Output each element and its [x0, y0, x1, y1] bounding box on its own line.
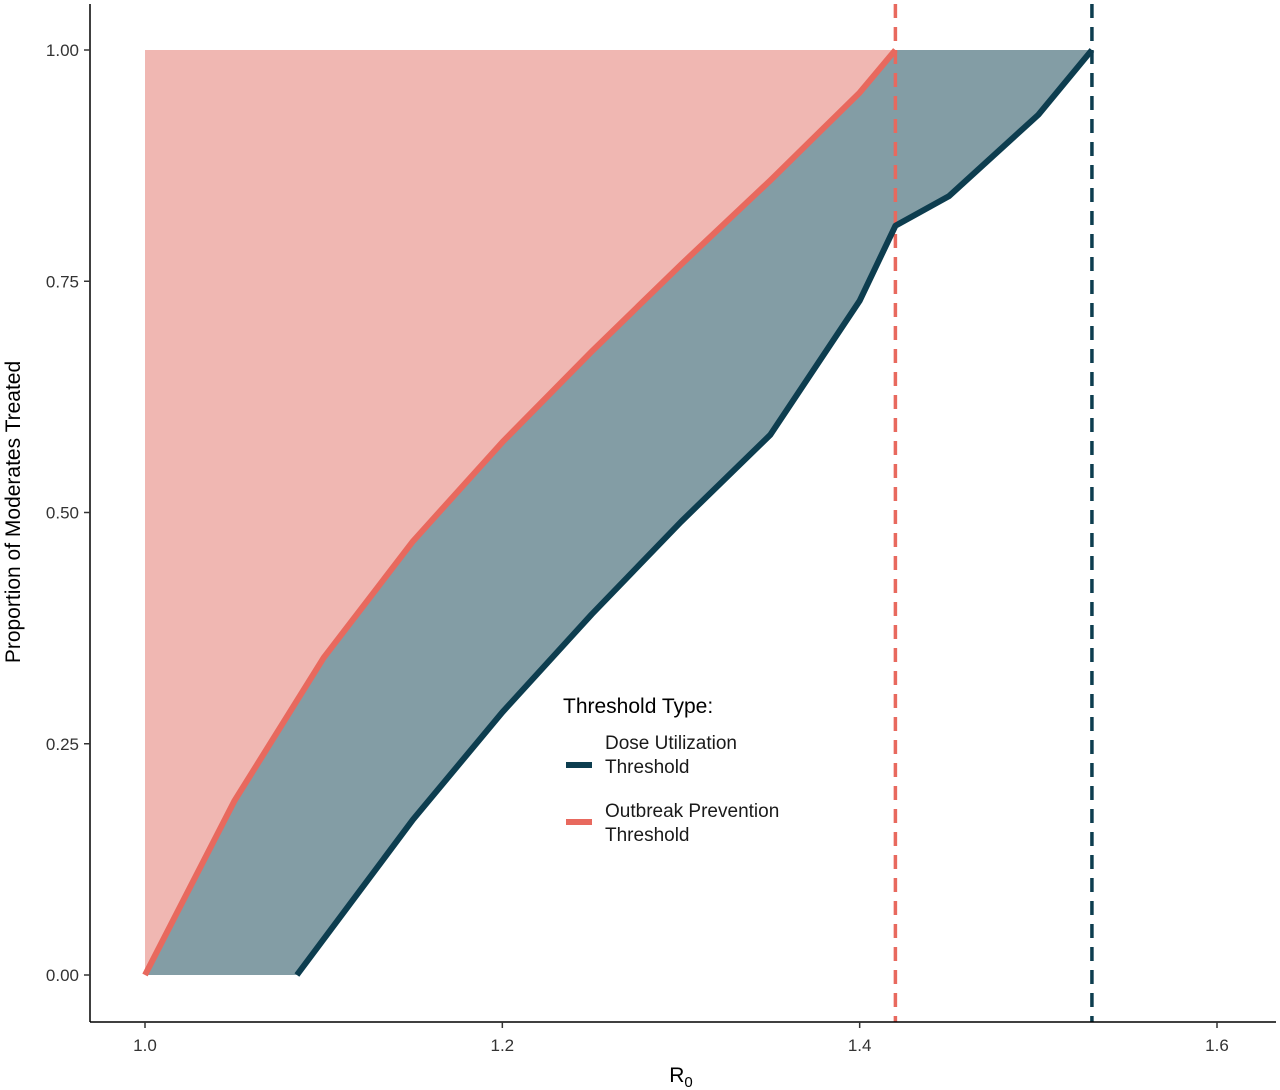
y-tick-label: 0.00 [46, 966, 79, 985]
series-line-dose [294, 48, 1095, 977]
x-tick-label: 1.6 [1205, 1036, 1229, 1055]
legend-label-dose-line1: Dose Utilization [605, 733, 737, 754]
legend-label-outbreak-line1: Outbreak Prevention [605, 801, 779, 822]
ticks: 1.0 1.2 1.4 1.6 0.00 0.25 0.50 0.75 1.00 [46, 41, 1229, 1055]
legend-label-outbreak-line2: Threshold [605, 825, 690, 846]
y-tick-label: 0.50 [46, 504, 79, 523]
fill-region-between [145, 50, 1092, 975]
x-axis-title-subscript: 0 [684, 1074, 692, 1090]
y-tick-label: 0.25 [46, 735, 79, 754]
legend-title: Threshold Type: [563, 695, 713, 718]
fill-region-outbreak [145, 50, 896, 975]
x-axis-title-main: R [669, 1064, 684, 1087]
legend-label-dose-line2: Threshold [605, 757, 690, 778]
x-tick-label: 1.2 [491, 1036, 515, 1055]
legend-entry-outbreak: Outbreak Prevention Threshold [566, 801, 779, 846]
threshold-curves [142, 48, 1095, 977]
y-axis-title: Proportion of Moderates Treated [2, 361, 25, 663]
legend-entry-dose: Dose Utilization Threshold [566, 733, 737, 778]
x-axis-title: R0 [669, 1064, 693, 1090]
threshold-vlines [893, 4, 1094, 1022]
x-tick-label: 1.4 [848, 1036, 872, 1055]
y-tick-label: 1.00 [46, 41, 79, 60]
y-tick-label: 0.75 [46, 272, 79, 291]
series-line-outbreak [142, 48, 898, 977]
fill-regions [145, 50, 1092, 975]
x-tick-label: 1.0 [133, 1036, 157, 1055]
legend: Threshold Type: Dose Utilization Thresho… [563, 695, 779, 846]
